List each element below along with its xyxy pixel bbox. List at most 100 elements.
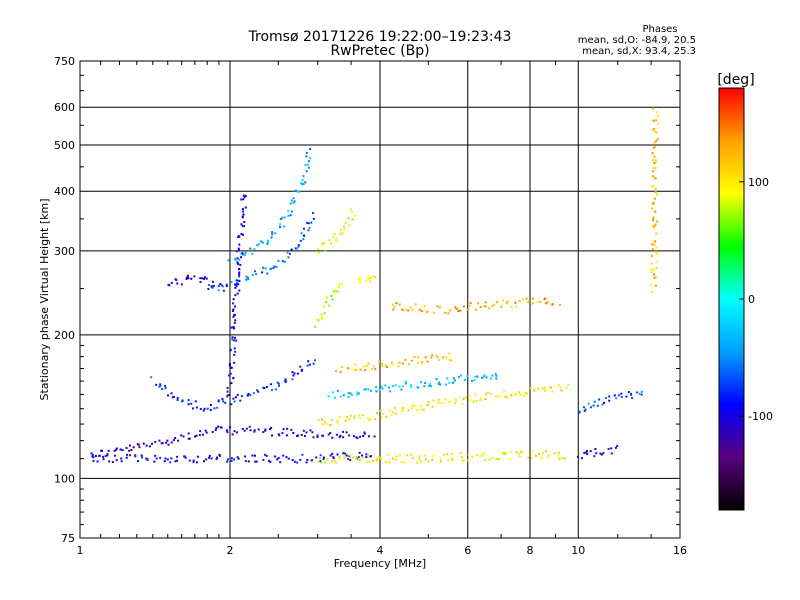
data-point (212, 284, 215, 287)
data-point (314, 325, 317, 328)
data-point (423, 454, 426, 457)
data-point (226, 390, 229, 393)
data-point (347, 217, 350, 220)
data-point (289, 202, 292, 205)
data-point (410, 385, 413, 388)
data-point (355, 455, 358, 458)
data-point (257, 243, 260, 246)
data-point (233, 257, 236, 260)
data-point (277, 382, 280, 385)
data-point (210, 285, 213, 288)
data-point (296, 461, 299, 464)
data-point (247, 392, 250, 395)
data-point (560, 389, 563, 392)
x-tick-label: 16 (673, 544, 687, 557)
data-point (369, 418, 372, 421)
data-point (332, 235, 335, 238)
data-point (656, 220, 659, 223)
data-point (445, 356, 448, 359)
data-point (240, 395, 243, 398)
data-point (266, 242, 269, 245)
data-point (331, 298, 334, 301)
data-point (100, 449, 103, 452)
data-point (484, 398, 487, 401)
data-point (228, 363, 231, 366)
data-point (191, 407, 194, 410)
data-point (255, 460, 258, 463)
data-point (198, 434, 201, 437)
data-point (410, 359, 413, 362)
data-point (525, 392, 528, 395)
data-point (196, 455, 199, 458)
data-point (394, 407, 397, 410)
data-point (245, 275, 248, 278)
data-point (219, 283, 222, 286)
data-point (316, 460, 319, 463)
data-point (275, 388, 278, 391)
data-point (514, 392, 517, 395)
data-point (358, 276, 361, 279)
data-point (232, 325, 235, 328)
data-point (199, 430, 202, 433)
x-tick-label: 6 (464, 544, 471, 557)
data-point (652, 185, 655, 188)
data-point (653, 161, 656, 164)
data-point (232, 377, 235, 380)
data-point (394, 458, 397, 461)
data-point (655, 276, 658, 279)
data-point (238, 289, 241, 292)
data-point (519, 393, 522, 396)
data-point (236, 281, 239, 284)
data-point (106, 454, 109, 457)
data-point (394, 412, 397, 415)
data-point (299, 239, 302, 242)
data-point (438, 306, 441, 309)
data-point (401, 407, 404, 410)
data-point (656, 252, 659, 255)
data-point (175, 279, 178, 282)
data-point (260, 271, 263, 274)
data-point (222, 285, 225, 288)
data-point (365, 453, 368, 456)
x-tick-label: 2 (227, 544, 234, 557)
data-point (203, 277, 206, 280)
data-point (349, 208, 352, 211)
data-point (320, 313, 323, 316)
data-point (302, 429, 305, 432)
data-point (449, 359, 452, 362)
data-point (583, 410, 586, 413)
data-point (586, 453, 589, 456)
data-point (262, 266, 265, 269)
data-point (362, 365, 365, 368)
data-point (338, 457, 341, 460)
data-point (327, 304, 330, 307)
chart-title: Tromsø 20171226 19:22:00–19:23:43 (248, 29, 512, 45)
data-point (446, 377, 449, 380)
data-point (228, 374, 231, 377)
data-point (338, 455, 341, 458)
data-point (233, 313, 236, 316)
data-point (561, 457, 564, 460)
data-point (354, 363, 357, 366)
data-point (651, 248, 654, 251)
data-point (208, 454, 211, 457)
data-point (232, 298, 235, 301)
data-point (657, 122, 660, 125)
phases-mean-o: mean, sd,O: -84.9, 20.5 (578, 35, 696, 46)
data-point (500, 305, 503, 308)
data-point (233, 321, 236, 324)
data-point (276, 381, 279, 384)
data-point (158, 439, 161, 442)
data-point (166, 439, 169, 442)
data-point (242, 198, 245, 201)
data-point (363, 431, 366, 434)
data-point (585, 451, 588, 454)
data-point (291, 371, 294, 374)
data-point (210, 457, 213, 460)
data-point (195, 434, 198, 437)
data-point (473, 379, 476, 382)
data-point (430, 356, 433, 359)
data-point (263, 453, 266, 456)
data-point (359, 459, 362, 462)
data-point (166, 458, 169, 461)
